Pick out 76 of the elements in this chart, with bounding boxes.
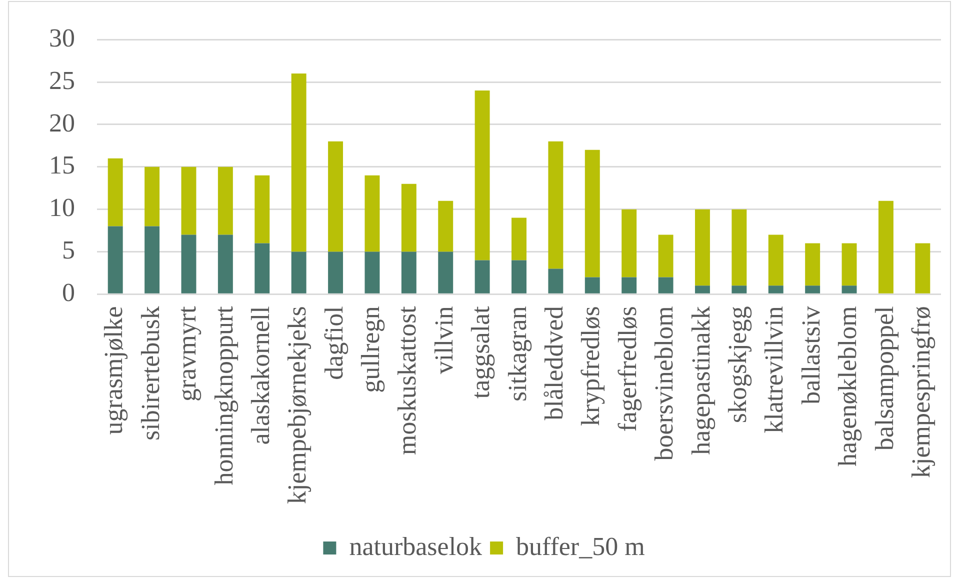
bar xyxy=(108,158,123,226)
x-tick-label: skogskjegg xyxy=(723,306,752,424)
bar xyxy=(732,286,747,294)
bar xyxy=(144,226,160,294)
bar xyxy=(768,286,784,294)
bar xyxy=(144,166,160,226)
x-tick-label: sitkagran xyxy=(502,306,532,402)
bar xyxy=(474,260,490,294)
bar xyxy=(658,277,674,294)
x-tick-label: taggsalat xyxy=(466,305,496,399)
bar xyxy=(474,90,490,260)
x-tick-label: moskuskattost xyxy=(392,305,422,455)
x-tick-label: dagfiol xyxy=(319,306,348,380)
bar xyxy=(842,243,857,286)
bar xyxy=(181,234,196,294)
bar xyxy=(291,74,306,252)
x-tick-label: blåleddved xyxy=(540,306,569,420)
x-tick-label: krypfredløs xyxy=(576,306,606,426)
x-tick-label: ugrasmjølke xyxy=(99,306,128,435)
bar xyxy=(254,243,270,294)
x-tick-label: boersvineblom xyxy=(650,306,679,461)
x-tick-label: balsampoppel xyxy=(870,306,899,451)
bar xyxy=(364,175,380,252)
bar xyxy=(438,252,454,294)
x-tick-label: gravmyrt xyxy=(172,305,202,402)
y-tick-label: 30 xyxy=(49,23,75,52)
y-tick-label: 5 xyxy=(62,236,75,265)
bar xyxy=(805,286,820,294)
bar xyxy=(622,277,637,294)
bar xyxy=(658,234,674,278)
bar xyxy=(694,286,710,294)
bar xyxy=(732,209,747,286)
bar xyxy=(291,252,306,294)
x-tick-label: hagepastinakk xyxy=(686,306,716,455)
bar xyxy=(512,218,526,260)
bar xyxy=(108,226,123,294)
bar xyxy=(548,268,564,294)
legend-label: naturbaselok xyxy=(349,532,482,561)
bar xyxy=(548,141,564,269)
bar xyxy=(915,243,930,294)
bar xyxy=(364,252,380,294)
bar xyxy=(622,209,637,278)
x-tick-label: kjempespringfrø xyxy=(906,306,936,478)
bar xyxy=(694,209,710,286)
bar xyxy=(438,200,454,252)
bar xyxy=(328,141,344,252)
bar xyxy=(181,166,196,235)
y-tick-label: 10 xyxy=(49,193,75,222)
bar xyxy=(512,260,526,294)
bar xyxy=(584,277,600,294)
x-tick-label: klatrevillvin xyxy=(760,306,789,434)
bar xyxy=(584,150,600,278)
bar xyxy=(842,286,857,294)
x-tick-label: honningknoppurt xyxy=(209,305,238,486)
bar xyxy=(401,252,416,294)
bar xyxy=(878,200,894,294)
bar xyxy=(768,234,784,286)
y-tick-label: 20 xyxy=(49,108,75,138)
x-tick-label: fagerfredløs xyxy=(612,306,642,432)
x-tick-label: villvin xyxy=(429,306,458,374)
bar xyxy=(328,252,344,294)
y-tick-label: 0 xyxy=(62,278,75,307)
bar xyxy=(254,175,270,244)
x-tick-label: ballastsiv xyxy=(796,306,826,404)
y-tick-label: 15 xyxy=(49,150,75,180)
bar xyxy=(218,166,233,235)
y-tick-label: 25 xyxy=(49,66,75,95)
x-tick-label: kjempebjørnekjeks xyxy=(282,306,312,504)
bar xyxy=(805,243,820,286)
x-tick-label: alaskakornell xyxy=(246,306,275,445)
x-tick-label: hagenøkleblom xyxy=(833,306,862,466)
x-tick-label: sibirertebusk xyxy=(136,306,165,440)
legend-label: buffer_50 m xyxy=(516,532,645,561)
x-tick-label: gullregn xyxy=(356,306,386,393)
bar xyxy=(218,234,233,294)
bar xyxy=(401,184,416,252)
